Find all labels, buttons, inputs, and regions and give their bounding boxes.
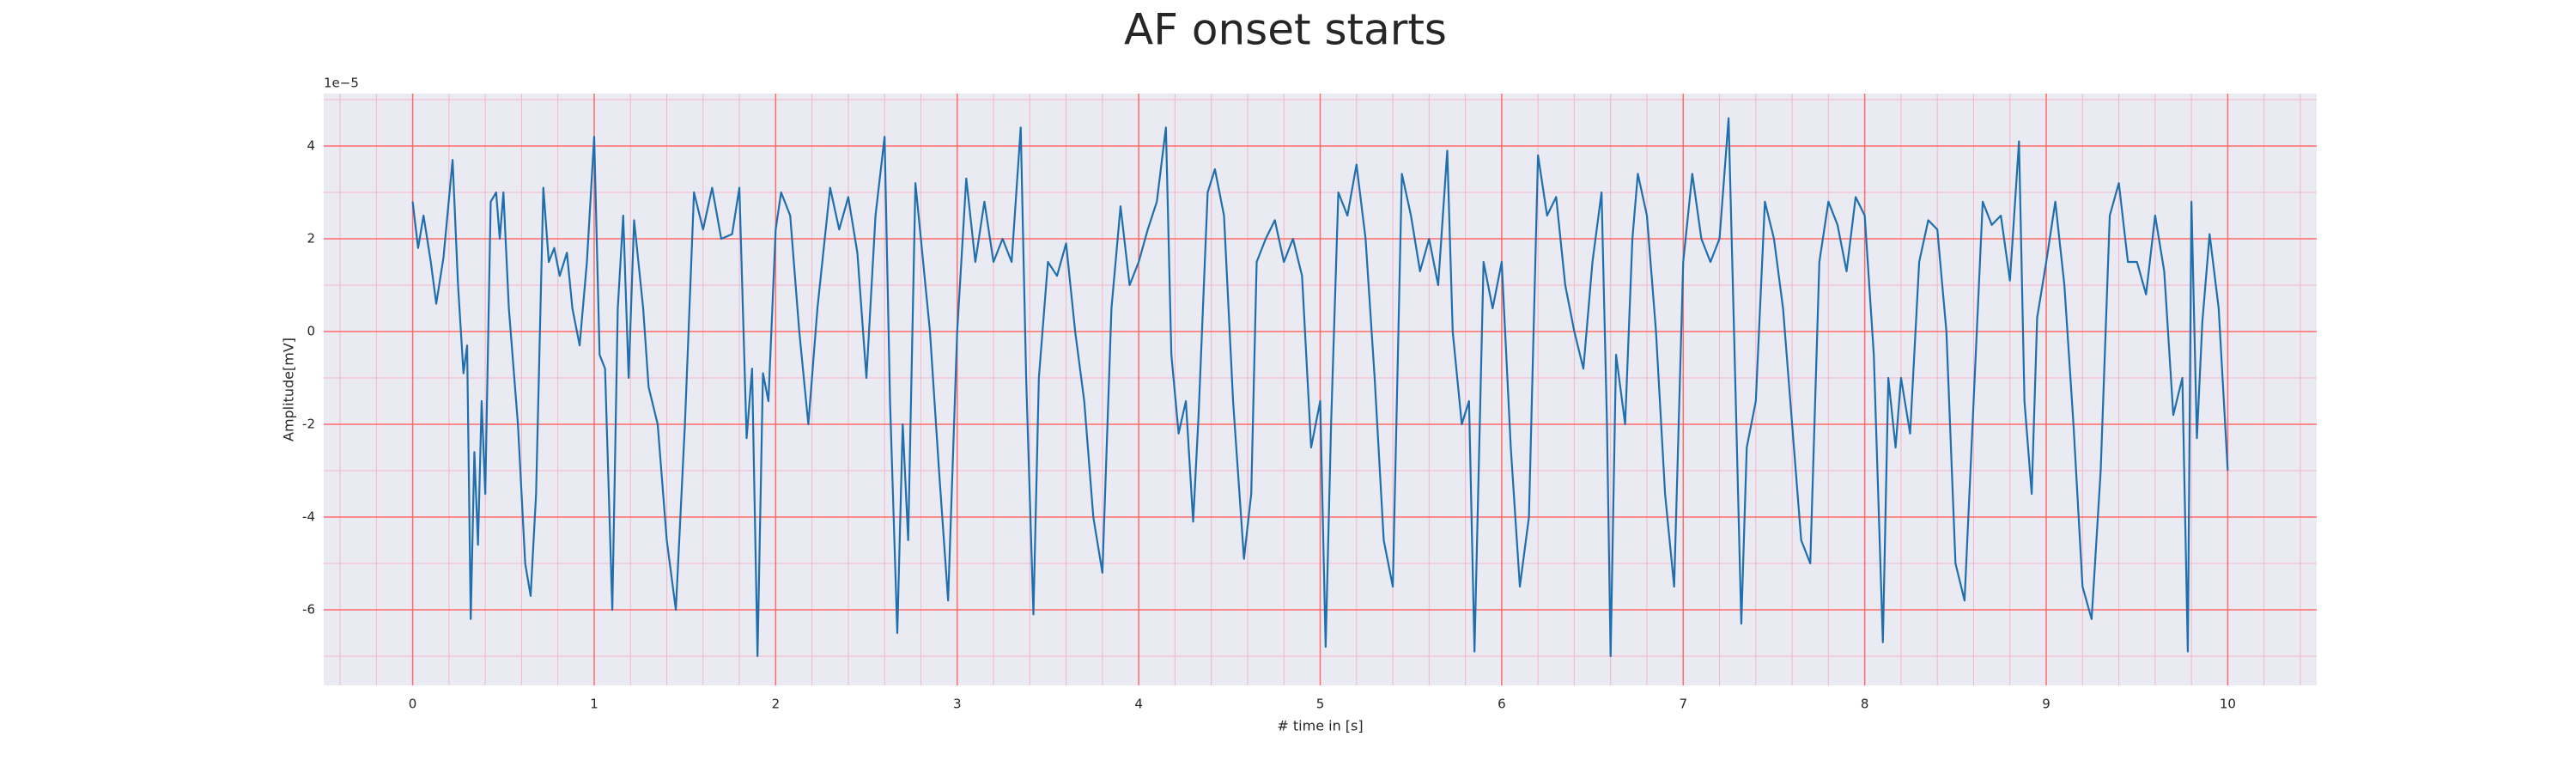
x-tick-label: 0 — [409, 697, 417, 712]
y-tick-label: 4 — [307, 138, 315, 154]
chart-title: AF onset starts — [1124, 5, 1447, 55]
x-tick-label: 4 — [1134, 697, 1143, 712]
y-tick-label: -2 — [302, 416, 315, 431]
x-tick-label: 9 — [2042, 697, 2050, 712]
x-axis-label: # time in [s] — [1277, 718, 1363, 734]
x-tick-label: 10 — [2220, 697, 2236, 712]
x-tick-label: 5 — [1316, 697, 1325, 712]
y-tick-label: -4 — [302, 508, 315, 524]
x-tick-label: 8 — [1861, 697, 1869, 712]
x-tick-label: 7 — [1679, 697, 1687, 712]
x-tick-label: 2 — [772, 697, 781, 712]
y-tick-label: 2 — [307, 231, 315, 247]
x-tick-label: 6 — [1498, 697, 1506, 712]
x-tick-label: 3 — [953, 697, 962, 712]
line-series — [411, 117, 2229, 658]
x-tick-label: 1 — [590, 697, 598, 712]
y-tick-label: 0 — [307, 324, 315, 339]
y-tick-label: -6 — [302, 601, 315, 617]
y-offset-label: 1e−5 — [324, 76, 359, 91]
y-axis-label: Amplitude[mV] — [281, 338, 297, 441]
